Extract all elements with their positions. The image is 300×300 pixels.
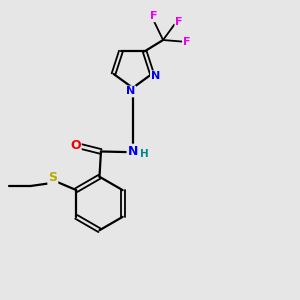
Text: O: O (70, 139, 81, 152)
Text: N: N (126, 86, 135, 96)
Text: N: N (151, 71, 160, 81)
Text: F: F (150, 11, 157, 21)
Text: F: F (176, 16, 183, 27)
Text: S: S (48, 171, 57, 184)
Text: H: H (140, 149, 149, 160)
Text: F: F (183, 37, 190, 46)
Text: N: N (128, 145, 138, 158)
